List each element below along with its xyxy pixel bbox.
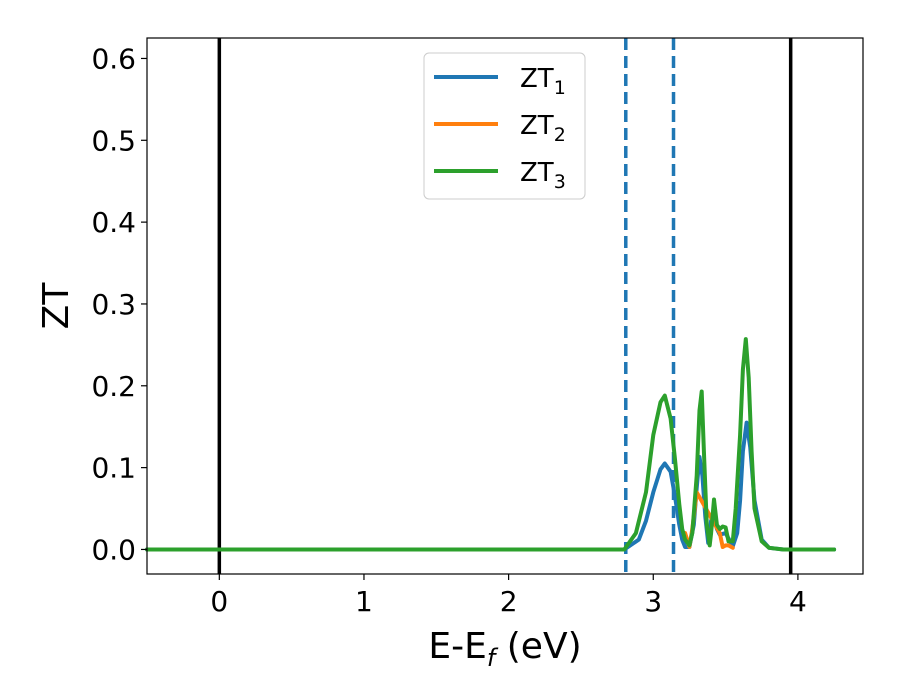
y-tick-label: 0.3 [91,288,136,321]
legend-label-zt2: ZT2 [520,111,566,146]
x-tick-label: 2 [500,585,518,618]
x-axis-label-unit: (eV) [495,626,581,667]
y-tick-label: 0.6 [91,42,136,75]
y-tick-label: 0.5 [91,124,136,157]
x-tick-label: 0 [210,585,228,618]
series-line-zt3 [145,337,837,552]
legend: ZT1 ZT2 ZT3 [423,52,586,200]
y-tick-label: 0.2 [91,370,136,403]
y-axis-ticks: 0.0 0.1 0.2 0.3 0.4 0.5 0.6 [91,42,147,566]
legend-label-zt3: ZT3 [520,158,566,193]
x-axis-ticks: 0 1 2 3 4 [210,574,807,618]
y-tick-label: 0.0 [91,533,136,566]
y-tick-label: 0.1 [91,452,136,485]
x-tick-label: 1 [355,585,373,618]
x-tick-label: 4 [789,585,807,618]
legend-label-zt1: ZT1 [520,64,566,99]
plot-area-frame [146,37,864,575]
data-series [145,337,837,552]
y-axis-label: ZT [36,282,77,330]
legend-box [423,52,586,200]
vertical-reference-lines [217,38,793,574]
x-tick-label: 3 [644,585,662,618]
y-tick-label: 0.4 [91,206,136,239]
x-axis-label: E-Ef (eV) [428,626,581,672]
